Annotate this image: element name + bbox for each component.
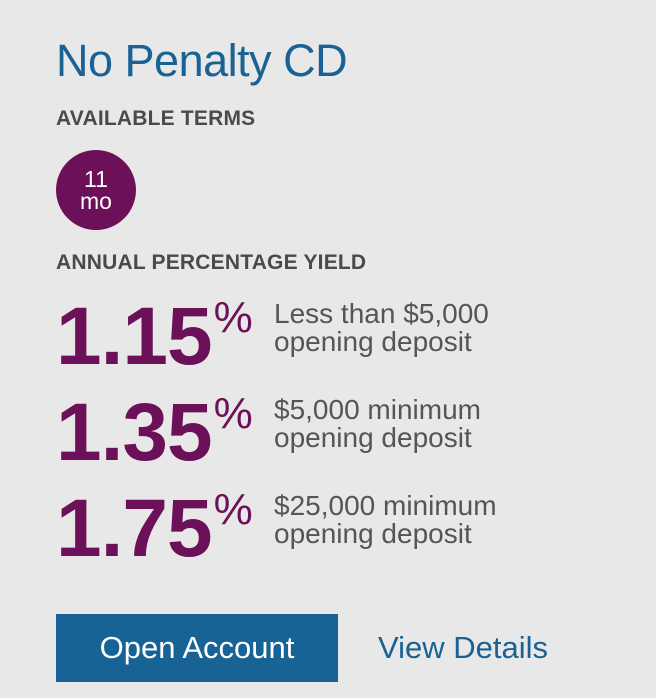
term-unit: mo: [80, 188, 112, 214]
rate-description-line2: opening deposit: [274, 518, 472, 549]
rate-description: Less than $5,000 opening deposit: [274, 300, 489, 356]
term-badge[interactable]: 11 mo: [56, 150, 136, 230]
rate-list: 1.15% Less than $5,000 opening deposit 1…: [56, 294, 636, 582]
rate-value: 1.15%: [56, 294, 274, 380]
action-bar: Open Account View Details: [56, 614, 548, 682]
percent-symbol: %: [213, 389, 253, 438]
product-title: No Penalty CD: [56, 35, 348, 86]
term-number: 11: [84, 166, 108, 192]
available-terms-label: AVAILABLE TERMS: [56, 107, 256, 130]
apy-label: ANNUAL PERCENTAGE YIELD: [56, 251, 367, 274]
percent-symbol: %: [213, 485, 253, 534]
rate-description-line1: Less than $5,000: [274, 298, 489, 329]
rate-value: 1.35%: [56, 390, 274, 476]
product-card: No Penalty CD AVAILABLE TERMS 11 mo ANNU…: [56, 32, 636, 582]
view-details-link[interactable]: View Details: [378, 630, 549, 665]
percent-symbol: %: [213, 293, 253, 342]
rate-number: 1.15: [56, 291, 213, 382]
rate-description: $5,000 minimum opening deposit: [274, 396, 481, 452]
open-account-button[interactable]: Open Account: [56, 614, 338, 682]
rate-row: 1.15% Less than $5,000 opening deposit: [56, 294, 636, 390]
rate-description-line2: opening deposit: [274, 326, 472, 357]
rate-number: 1.35: [56, 387, 213, 478]
rate-row: 1.35% $5,000 minimum opening deposit: [56, 390, 636, 486]
rate-row: 1.75% $25,000 minimum opening deposit: [56, 486, 636, 582]
rate-description-line2: opening deposit: [274, 422, 472, 453]
rate-description-line1: $5,000 minimum: [274, 394, 481, 425]
rate-description-line1: $25,000 minimum: [274, 490, 497, 521]
rate-number: 1.75: [56, 483, 213, 574]
rate-value: 1.75%: [56, 486, 274, 572]
rate-description: $25,000 minimum opening deposit: [274, 492, 497, 548]
